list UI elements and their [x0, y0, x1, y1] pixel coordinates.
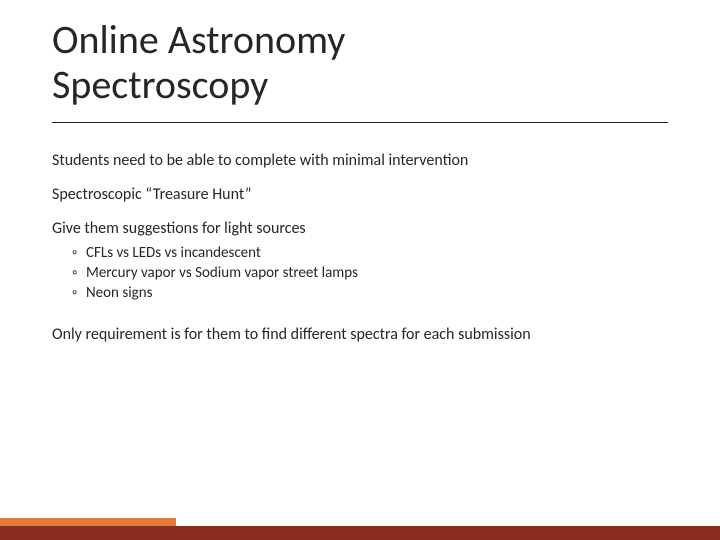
footer-bar-dark [0, 526, 720, 540]
paragraph-2: Spectroscopic “Treasure Hunt” [52, 185, 668, 205]
list-item: Neon signs [72, 283, 668, 303]
footer-accent [0, 518, 720, 540]
paragraph-1: Students need to be able to complete wit… [52, 151, 668, 171]
list-item: Mercury vapor vs Sodium vapor street lam… [72, 263, 668, 283]
paragraph-3: Give them suggestions for light sources [52, 219, 668, 239]
title-line-2: Spectroscopy [52, 60, 268, 109]
slide: Online Astronomy Spectroscopy Students n… [0, 0, 720, 540]
body-content: Students need to be able to complete wit… [52, 151, 668, 346]
list-item: CFLs vs LEDs vs incandescent [72, 243, 668, 263]
slide-title: Online Astronomy Spectroscopy [52, 18, 668, 108]
title-line-1: Online Astronomy [52, 15, 345, 64]
paragraph-4: Only requirement is for them to find dif… [52, 325, 668, 345]
title-underline [52, 122, 668, 123]
footer-bar-light [0, 518, 176, 526]
suggestions-list: CFLs vs LEDs vs incandescent Mercury vap… [72, 243, 668, 304]
